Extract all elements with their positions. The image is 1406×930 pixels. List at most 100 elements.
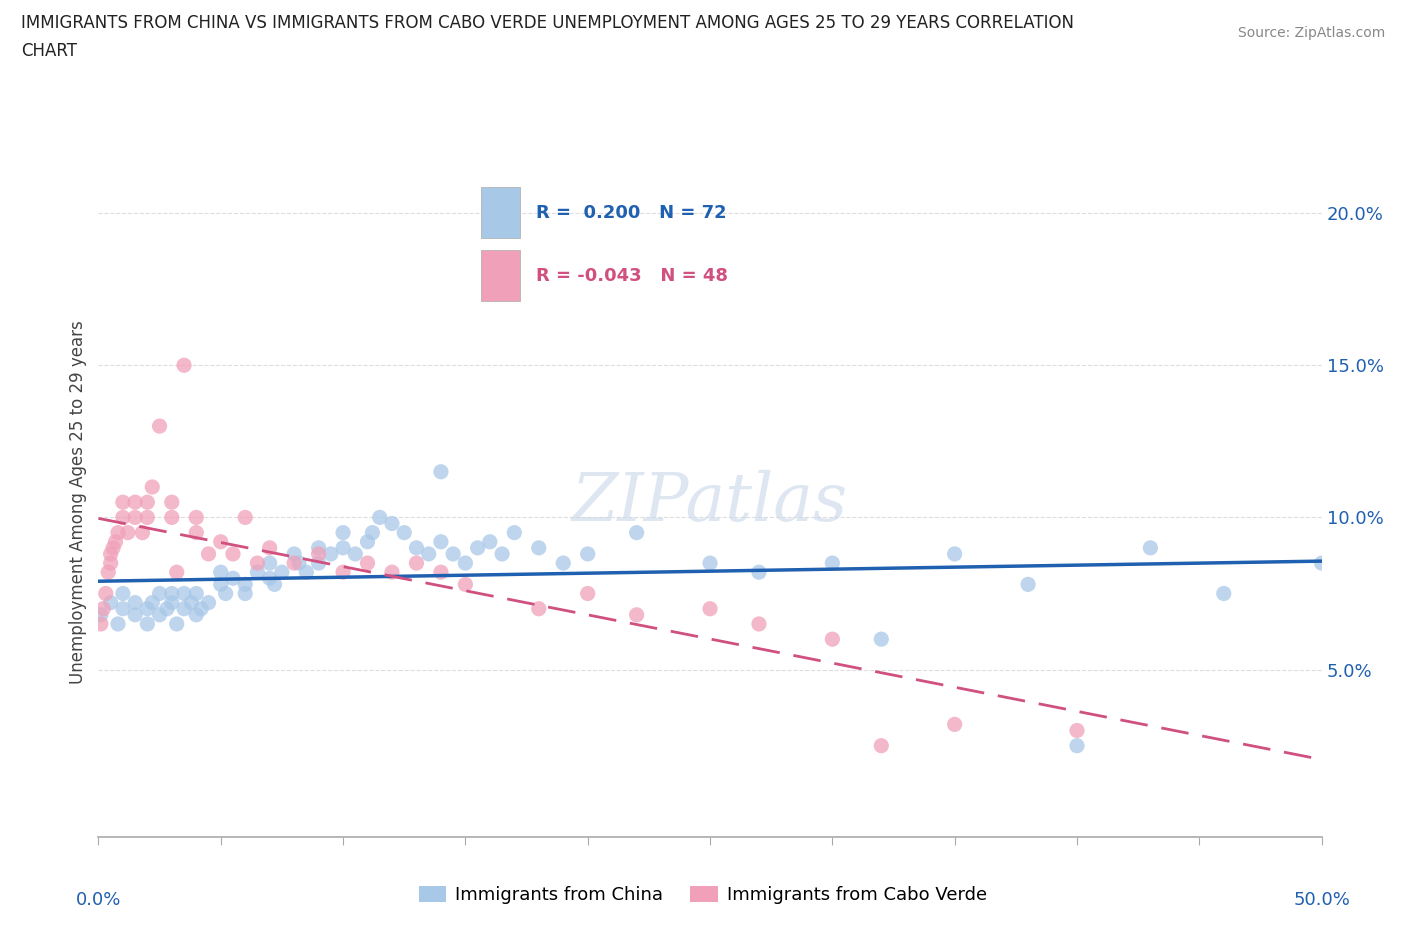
Point <box>131 525 153 540</box>
Point <box>101 540 124 555</box>
Point <box>308 547 330 562</box>
Point <box>1212 586 1234 601</box>
Point <box>173 602 195 617</box>
Point <box>149 607 172 622</box>
Point <box>111 586 134 601</box>
Point <box>136 495 159 510</box>
Text: CHART: CHART <box>21 42 77 60</box>
Point <box>186 525 208 540</box>
Point <box>295 565 318 579</box>
Point <box>356 555 378 570</box>
Point <box>246 565 269 579</box>
Point <box>283 555 305 570</box>
Point <box>136 602 159 617</box>
Point <box>576 586 599 601</box>
Point <box>503 525 526 540</box>
Point <box>283 547 305 562</box>
Point <box>626 525 648 540</box>
Text: IMMIGRANTS FROM CHINA VS IMMIGRANTS FROM CABO VERDE UNEMPLOYMENT AMONG AGES 25 T: IMMIGRANTS FROM CHINA VS IMMIGRANTS FROM… <box>21 14 1074 32</box>
Point <box>332 565 354 579</box>
Point <box>626 607 648 622</box>
Point <box>943 717 966 732</box>
Point <box>197 547 219 562</box>
Point <box>1139 540 1161 555</box>
Point <box>124 510 146 525</box>
Point <box>136 617 159 631</box>
Point <box>141 480 163 495</box>
Point <box>332 525 354 540</box>
Point <box>149 586 172 601</box>
Point <box>160 595 183 610</box>
Point <box>405 555 427 570</box>
Point <box>259 571 281 586</box>
Point <box>699 555 721 570</box>
Point <box>104 535 127 550</box>
Point <box>576 547 599 562</box>
Point <box>136 510 159 525</box>
Point <box>288 555 311 570</box>
Point <box>197 595 219 610</box>
Point <box>319 547 342 562</box>
Point <box>270 565 294 579</box>
Point <box>748 617 770 631</box>
Text: 50.0%: 50.0% <box>1294 891 1350 909</box>
Point <box>233 510 256 525</box>
Point <box>870 738 893 753</box>
Point <box>186 607 208 622</box>
Point <box>166 565 188 579</box>
Point <box>392 525 416 540</box>
Point <box>821 555 844 570</box>
Point <box>943 547 966 562</box>
Point <box>356 535 378 550</box>
Point <box>91 602 114 617</box>
Point <box>308 540 330 555</box>
Point <box>222 547 245 562</box>
Point <box>259 540 281 555</box>
Point <box>209 535 232 550</box>
Legend: Immigrants from China, Immigrants from Cabo Verde: Immigrants from China, Immigrants from C… <box>412 879 994 911</box>
Point <box>180 595 202 610</box>
Point <box>107 617 129 631</box>
Point <box>190 602 212 617</box>
Point <box>90 617 112 631</box>
Point <box>100 555 122 570</box>
Point <box>222 571 245 586</box>
Point <box>173 586 195 601</box>
Point <box>361 525 384 540</box>
Point <box>107 525 129 540</box>
Point <box>527 602 550 617</box>
Point <box>332 540 354 555</box>
Point <box>491 547 513 562</box>
Text: ZIPatlas: ZIPatlas <box>572 470 848 535</box>
Point <box>149 418 172 433</box>
Point <box>124 495 146 510</box>
Point <box>748 565 770 579</box>
Point <box>94 586 117 601</box>
Text: Source: ZipAtlas.com: Source: ZipAtlas.com <box>1237 26 1385 40</box>
Point <box>430 535 453 550</box>
Point <box>246 555 269 570</box>
Point <box>821 631 844 646</box>
Point <box>467 540 489 555</box>
Point <box>186 586 208 601</box>
Point <box>166 617 188 631</box>
Point <box>90 607 112 622</box>
Point <box>141 595 163 610</box>
Point <box>368 510 391 525</box>
Point <box>1017 577 1039 591</box>
Text: 0.0%: 0.0% <box>76 891 121 909</box>
Point <box>418 547 440 562</box>
Point <box>233 577 256 591</box>
Point <box>117 525 139 540</box>
Point <box>454 555 477 570</box>
Point <box>308 555 330 570</box>
Point <box>124 595 146 610</box>
Point <box>97 565 120 579</box>
Point <box>870 631 893 646</box>
Point <box>454 577 477 591</box>
Point <box>405 540 427 555</box>
Point <box>100 547 122 562</box>
Point <box>111 495 134 510</box>
Point <box>344 547 367 562</box>
Point <box>160 510 183 525</box>
